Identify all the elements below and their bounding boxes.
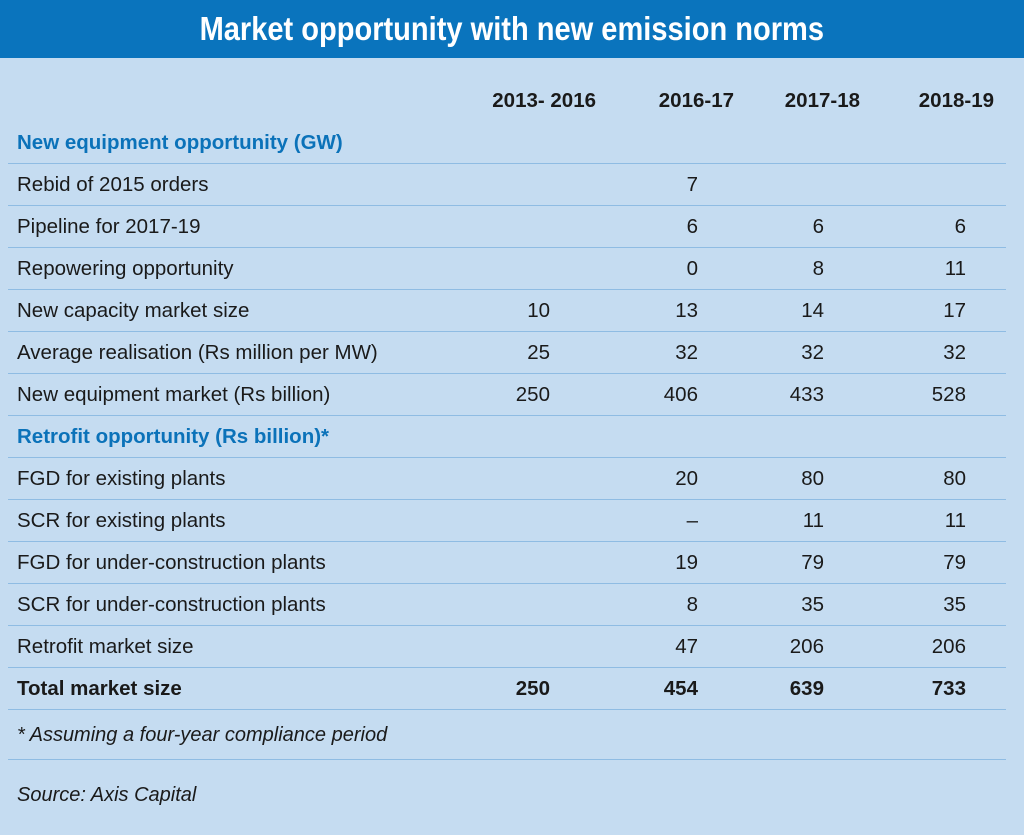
table-row: SCR for under-construction plants 8 35 35 [0,584,1024,626]
footnote: * Assuming a four-year compliance period [17,724,388,746]
row-label: Retrofit market size [17,635,194,658]
table-cell: 250 [515,383,550,406]
row-divider [8,415,1006,416]
total-cell: 733 [931,677,966,700]
table-cell: 10 [527,299,550,322]
row-divider [8,205,1006,206]
table-cell: 433 [789,383,824,406]
table-cell: 11 [944,509,966,532]
row-label: SCR for under-construction plants [17,593,326,616]
table-cell: 17 [943,299,966,322]
row-divider [8,457,1006,458]
table-row: FGD for under-construction plants 19 79 79 [0,542,1024,584]
table-cell: 80 [943,467,966,490]
table-cell: 13 [675,299,698,322]
table-row: New equipment market (Rs billion) 250 406 4… [0,374,1024,416]
row-divider [8,163,1006,164]
row-label: New capacity market size [17,299,250,322]
section-heading: Retrofit opportunity (Rs billion)* [17,425,330,448]
column-header-row: 2013- 2016 2016-17 2017-18 2018-19 [0,80,1024,122]
row-divider [8,499,1006,500]
row-divider [8,373,1006,374]
row-label: Rebid of 2015 orders [17,173,209,196]
table-cell: 25 [527,341,550,364]
total-cell: 250 [515,677,550,700]
table-cell: 6 [812,215,824,238]
page-title: Market opportunity with new emission nor… [199,10,825,47]
column-header: 2017-18 [784,89,860,112]
table-cell: – [686,509,698,532]
row-label: FGD for under-construction plants [17,551,326,574]
column-header: 2013- 2016 [492,89,596,112]
table-cell: 79 [943,551,966,574]
table-row: Pipeline for 2017-19 6 6 6 [0,206,1024,248]
row-label: New equipment market (Rs billion) [17,383,331,406]
row-label: Repowering opportunity [17,257,234,280]
row-divider [8,331,1006,332]
table-cell: 20 [675,467,698,490]
section-heading: New equipment opportunity (GW) [17,131,343,154]
table-cell: 206 [931,635,966,658]
row-divider [8,625,1006,626]
table-row: SCR for existing plants – 11 11 [0,500,1024,542]
row-divider [8,583,1006,584]
table-cell: 528 [931,383,966,406]
column-header: 2018-19 [918,89,994,112]
table-cell: 79 [801,551,824,574]
row-divider [8,667,1006,668]
table-cell: 35 [943,593,966,616]
row-label: Pipeline for 2017-19 [17,215,201,238]
row-label: SCR for existing plants [17,509,226,532]
table-cell: 32 [675,341,698,364]
table-cell: 80 [801,467,824,490]
row-divider [8,709,1006,710]
table-row: Average realisation (Rs million per MW) 2… [0,332,1024,374]
table-cell: 35 [801,593,824,616]
section-heading-row: New equipment opportunity (GW) [0,122,1024,164]
table-cell: 0 [686,257,698,280]
table-cell: 32 [943,341,966,364]
table-cell: 6 [686,215,698,238]
table-cell: 14 [801,299,824,322]
total-row: Total market size 250 454 639 733 [0,668,1024,710]
table-cell: 7 [686,173,698,196]
total-cell: 639 [789,677,824,700]
column-header: 2016-17 [658,89,734,112]
source-note: Source: Axis Capital [17,784,197,806]
table-row: Retrofit market size 47 206 206 [0,626,1024,668]
total-label: Total market size [17,677,182,700]
row-divider [8,541,1006,542]
row-label: FGD for existing plants [17,467,226,490]
row-label: Average realisation (Rs million per MW) [17,341,378,364]
table-cell: 8 [686,593,698,616]
table-row: Repowering opportunity 0 8 11 [0,248,1024,290]
title-bar: Market opportunity with new emission nor… [0,0,1024,58]
footnote-divider [8,759,1006,760]
table-cell: 47 [675,635,698,658]
table-cell: 11 [802,509,824,532]
table-row: FGD for existing plants 20 80 80 [0,458,1024,500]
row-divider [8,247,1006,248]
table-cell: 406 [663,383,698,406]
table-cell: 11 [944,257,966,280]
table-cell: 32 [801,341,824,364]
table-row: New capacity market size 10 13 14 17 [0,290,1024,332]
table-cell: 8 [812,257,824,280]
total-cell: 454 [663,677,698,700]
section-heading-row: Retrofit opportunity (Rs billion)* [0,416,1024,458]
row-divider [8,289,1006,290]
table-cell: 206 [789,635,824,658]
table-cell: 6 [954,215,966,238]
table-cell: 19 [675,551,698,574]
table-row: Rebid of 2015 orders 7 [0,164,1024,206]
